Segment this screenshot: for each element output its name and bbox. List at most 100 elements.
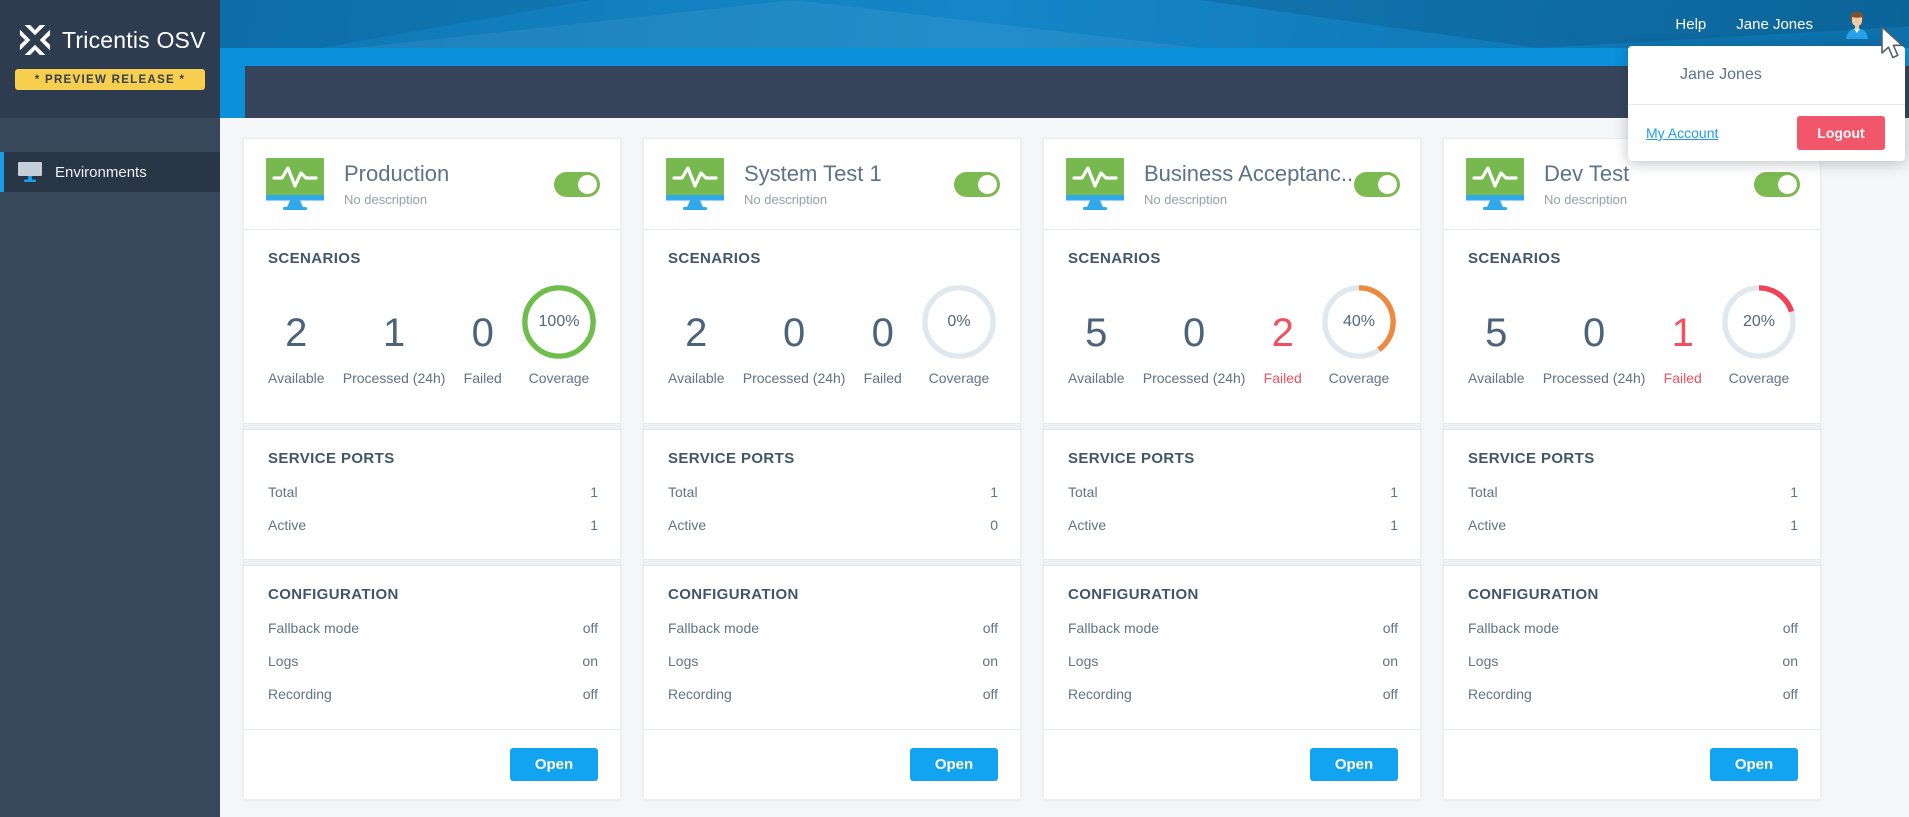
user-avatar-icon[interactable] bbox=[1843, 10, 1871, 39]
fallback-value: off bbox=[1382, 620, 1398, 636]
active-row: Active 0 bbox=[668, 517, 998, 533]
environment-description: No description bbox=[344, 192, 428, 207]
environment-card-system-test-1: System Test 1 No description SCENARIOS 2… bbox=[643, 138, 1021, 800]
active-label: Active bbox=[1468, 517, 1507, 533]
coverage-label: Coverage bbox=[928, 370, 990, 386]
fallback-row: Fallback mode off bbox=[268, 620, 598, 636]
stat-failed: 2 Failed bbox=[1264, 312, 1302, 386]
recording-row: Recording off bbox=[268, 686, 598, 702]
active-label: Active bbox=[1068, 517, 1107, 533]
stat-available: 5 Available bbox=[1068, 312, 1125, 386]
active-row: Active 1 bbox=[1068, 517, 1398, 533]
active-label: Active bbox=[268, 517, 307, 533]
environment-monitor-pulse-icon bbox=[1066, 158, 1124, 210]
environment-enabled-toggle[interactable] bbox=[1754, 171, 1800, 197]
open-button[interactable]: Open bbox=[1710, 748, 1798, 781]
configuration-heading: CONFIGURATION bbox=[668, 586, 799, 603]
sidebar-item-environments[interactable]: Environments bbox=[0, 152, 220, 192]
environment-enabled-toggle[interactable] bbox=[554, 171, 600, 197]
stat-available: 2 Available bbox=[668, 312, 725, 386]
sidebar: Tricentis OSV * PREVIEW RELEASE * Enviro… bbox=[0, 0, 220, 817]
processed-count: 0 bbox=[1582, 311, 1606, 355]
user-name-link[interactable]: Jane Jones bbox=[1736, 15, 1813, 33]
environment-enabled-toggle[interactable] bbox=[1354, 171, 1400, 197]
logs-value: on bbox=[1382, 653, 1398, 669]
configuration-heading: CONFIGURATION bbox=[268, 586, 399, 603]
open-button[interactable]: Open bbox=[910, 748, 998, 781]
configuration-heading: CONFIGURATION bbox=[1068, 586, 1199, 603]
stat-failed: 1 Failed bbox=[1664, 312, 1702, 386]
coverage-ring: 40% bbox=[1320, 283, 1398, 361]
total-value: 1 bbox=[590, 484, 598, 500]
section-gap bbox=[1044, 559, 1420, 566]
active-row: Active 1 bbox=[1468, 517, 1798, 533]
processed-count: 0 bbox=[782, 311, 806, 355]
stat-coverage: 0% Coverage bbox=[920, 283, 998, 386]
scenarios-heading: SCENARIOS bbox=[1468, 250, 1561, 267]
coverage-label: Coverage bbox=[528, 370, 590, 386]
available-label: Available bbox=[268, 370, 325, 386]
logs-label: Logs bbox=[668, 653, 699, 669]
stat-processed: 0 Processed (24h) bbox=[743, 312, 846, 386]
environment-enabled-toggle[interactable] bbox=[954, 171, 1000, 197]
environment-card-business-acceptance: Business Acceptanc... No description SCE… bbox=[1043, 138, 1421, 800]
sidebar-item-label: Environments bbox=[55, 163, 147, 181]
preview-release-badge: * PREVIEW RELEASE * bbox=[15, 69, 205, 90]
help-link[interactable]: Help bbox=[1675, 15, 1707, 33]
active-value: 1 bbox=[1390, 517, 1398, 533]
my-account-link[interactable]: My Account bbox=[1646, 125, 1719, 141]
divider bbox=[244, 229, 620, 230]
failed-label: Failed bbox=[1663, 370, 1702, 386]
environment-card-production: Production No description SCENARIOS 2 Av… bbox=[243, 138, 621, 800]
service-ports-heading: SERVICE PORTS bbox=[1068, 450, 1195, 467]
failed-label: Failed bbox=[1263, 370, 1302, 386]
available-label: Available bbox=[1468, 370, 1525, 386]
monitor-icon bbox=[18, 161, 42, 182]
section-gap bbox=[1444, 423, 1820, 430]
sidebar-header: Tricentis OSV * PREVIEW RELEASE * bbox=[0, 0, 220, 118]
logs-label: Logs bbox=[1468, 653, 1499, 669]
stat-coverage: 20% Coverage bbox=[1720, 283, 1798, 386]
logs-row: Logs on bbox=[1068, 653, 1398, 669]
active-label: Active bbox=[668, 517, 707, 533]
stat-failed: 0 Failed bbox=[864, 312, 902, 386]
total-label: Total bbox=[1068, 484, 1098, 500]
logs-row: Logs on bbox=[1468, 653, 1798, 669]
recording-label: Recording bbox=[1468, 686, 1532, 702]
active-value: 1 bbox=[1790, 517, 1798, 533]
recording-label: Recording bbox=[668, 686, 732, 702]
user-menu-title: Jane Jones bbox=[1628, 46, 1905, 105]
environment-monitor-pulse-icon bbox=[266, 158, 324, 210]
divider bbox=[244, 729, 620, 730]
stat-failed: 0 Failed bbox=[464, 312, 502, 386]
fallback-value: off bbox=[582, 620, 598, 636]
stat-processed: 0 Processed (24h) bbox=[1143, 312, 1246, 386]
divider bbox=[1044, 729, 1420, 730]
fallback-value: off bbox=[982, 620, 998, 636]
logs-label: Logs bbox=[1068, 653, 1099, 669]
coverage-label: Coverage bbox=[1728, 370, 1790, 386]
total-label: Total bbox=[1468, 484, 1498, 500]
fallback-label: Fallback mode bbox=[1068, 620, 1160, 636]
stat-coverage: 40% Coverage bbox=[1320, 283, 1398, 386]
logs-row: Logs on bbox=[268, 653, 598, 669]
available-count: 2 bbox=[685, 311, 708, 355]
recording-value: off bbox=[582, 686, 598, 702]
environment-description: No description bbox=[1144, 192, 1228, 207]
open-button[interactable]: Open bbox=[1310, 748, 1398, 781]
stat-processed: 1 Processed (24h) bbox=[343, 312, 446, 386]
logs-value: on bbox=[1782, 653, 1798, 669]
coverage-label: Coverage bbox=[1328, 370, 1390, 386]
scenarios-heading: SCENARIOS bbox=[1068, 250, 1161, 267]
divider bbox=[1044, 229, 1420, 230]
open-button[interactable]: Open bbox=[510, 748, 598, 781]
section-gap bbox=[244, 559, 620, 566]
coverage-percent: 0% bbox=[947, 313, 971, 330]
environment-title: Dev Test bbox=[1544, 161, 1630, 186]
coverage-percent: 20% bbox=[1742, 313, 1775, 330]
recording-row: Recording off bbox=[1468, 686, 1798, 702]
logout-button[interactable]: Logout bbox=[1797, 116, 1885, 150]
active-value: 1 bbox=[590, 517, 598, 533]
environment-description: No description bbox=[1544, 192, 1628, 207]
toggle-knob bbox=[1778, 174, 1797, 194]
